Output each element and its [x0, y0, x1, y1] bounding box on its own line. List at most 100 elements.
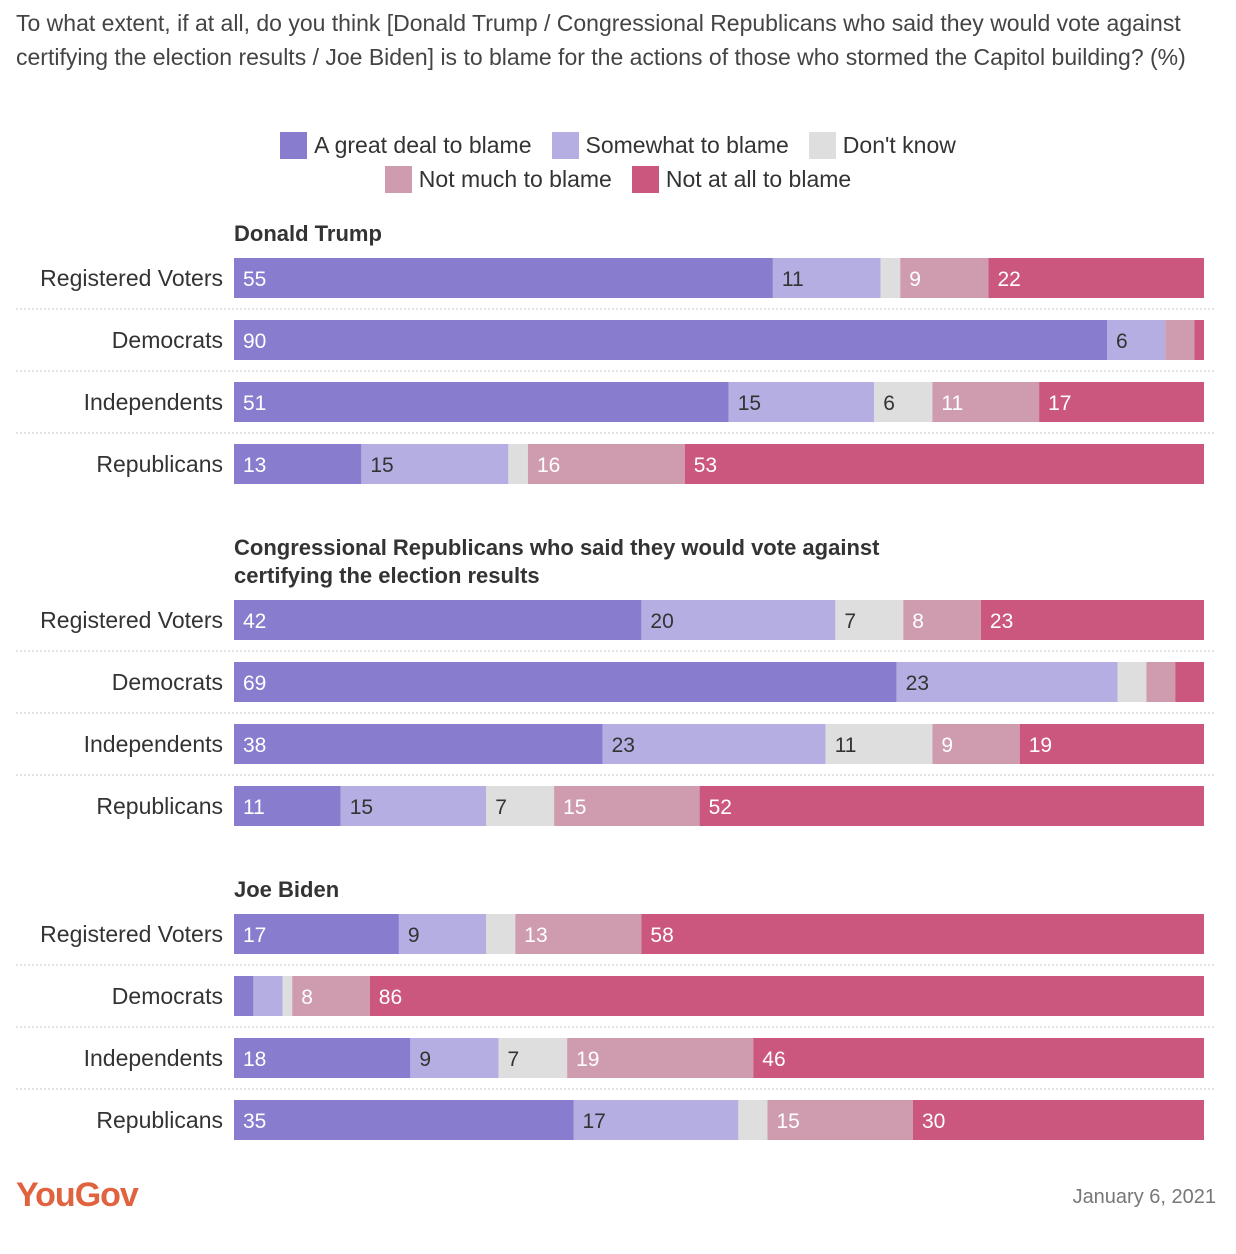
bar-segment-somewhat	[340, 786, 487, 826]
bar-segment-great-deal	[234, 600, 642, 640]
panel-2: Congressional Republicans who said they …	[16, 535, 1214, 826]
bar-segment-dont-know	[282, 976, 293, 1016]
bar-segment-great-deal	[234, 258, 773, 298]
bar-segment-dont-know	[486, 786, 555, 826]
bar-segment-not-much	[767, 1100, 913, 1140]
row-label: Democrats	[112, 669, 223, 695]
bar-segment-somewhat	[728, 382, 875, 422]
bar-segment-dont-know	[825, 724, 933, 764]
bar-segment-not-at-all	[684, 444, 1204, 484]
data-label: 13	[524, 924, 547, 947]
legend-row-2: Not much to blame Not at all to blame	[0, 162, 1236, 196]
bar-segment-not-at-all	[1194, 320, 1204, 360]
row-label: Registered Voters	[40, 921, 223, 947]
panel-title: Congressional Republicans who said they …	[234, 535, 880, 588]
panel-title: Donald Trump	[234, 221, 382, 246]
data-label: 35	[243, 1110, 266, 1133]
data-label: 58	[650, 924, 673, 947]
legend-item-not-much: Not much to blame	[384, 165, 612, 193]
data-label: 11	[782, 268, 804, 291]
bar-segment-dont-know	[835, 600, 904, 640]
bar-segment-great-deal	[234, 1100, 574, 1140]
data-label: 30	[922, 1110, 945, 1133]
legend-label-somewhat: Somewhat to blame	[585, 131, 789, 158]
bar-segment-not-at-all	[988, 258, 1204, 298]
legend: A great deal to blame Somewhat to blame …	[0, 128, 1236, 196]
legend-item-somewhat: Somewhat to blame	[551, 131, 789, 159]
data-label: 51	[243, 392, 266, 415]
bar-segment-great-deal	[234, 662, 897, 702]
data-label: 20	[650, 610, 673, 633]
data-label: 19	[576, 1048, 599, 1071]
row-label: Republicans	[96, 1107, 223, 1133]
legend-label-not-much: Not much to blame	[418, 165, 612, 192]
data-label: 17	[1048, 392, 1071, 415]
legend-item-not-at-all: Not at all to blame	[631, 165, 852, 193]
bar-segment-somewhat	[772, 258, 881, 298]
bar-segment-not-much	[292, 976, 370, 1016]
bar-segment-not-at-all	[369, 976, 1204, 1016]
legend-swatch-great-deal	[280, 131, 308, 159]
data-label: 9	[909, 268, 921, 291]
bar-segment-somewhat	[573, 1100, 739, 1140]
row-label: Democrats	[112, 327, 223, 353]
bar-segment-great-deal	[234, 786, 341, 826]
data-label: 11	[243, 796, 265, 819]
data-label: 6	[1116, 330, 1128, 353]
bar-segment-not-much	[900, 258, 989, 298]
stacked-bar-chart: Donald Trump Registered Voters 55 11 9 22 Demo…	[16, 221, 1214, 1140]
data-label: 17	[583, 1110, 606, 1133]
legend-label-dont-know: Don't know	[842, 131, 956, 158]
bar-segment-not-at-all	[641, 914, 1204, 954]
data-label: 13	[243, 454, 266, 477]
bar-segment-dont-know	[1117, 662, 1147, 702]
bar-segment-not-much	[1146, 662, 1176, 702]
bar-segment-not-much	[515, 914, 642, 954]
bar-segment-great-deal	[234, 724, 603, 764]
data-label: 46	[762, 1048, 785, 1071]
data-label: 23	[906, 672, 929, 695]
panel-1: Donald Trump Registered Voters 55 11 9 22 Demo…	[16, 221, 1214, 484]
data-label: 8	[301, 986, 313, 1009]
bar-segment-dont-know	[486, 914, 516, 954]
row-label: Democrats	[112, 983, 223, 1009]
bar-segment-dont-know	[508, 444, 528, 484]
bar-segment-somewhat	[641, 600, 836, 640]
bar-segment-somewhat	[602, 724, 826, 764]
bar-segment-great-deal	[234, 444, 362, 484]
data-label: 9	[419, 1048, 431, 1071]
bar-segment-dont-know	[874, 382, 933, 422]
data-label: 15	[350, 796, 373, 819]
bar-segment-not-at-all	[1019, 724, 1204, 764]
legend-swatch-dont-know	[808, 131, 836, 159]
row-label: Republicans	[96, 793, 223, 819]
bar-segment-not-much	[903, 600, 981, 640]
chart-question: To what extent, if at all, do you think …	[16, 10, 1186, 70]
legend-label-not-at-all: Not at all to blame	[665, 165, 852, 192]
bar-segment-not-much	[567, 1038, 754, 1078]
legend-swatch-not-at-all	[631, 165, 659, 193]
data-label: 16	[537, 454, 560, 477]
data-label: 19	[1029, 734, 1052, 757]
row-label: Independents	[84, 731, 223, 757]
bar-segment-not-at-all	[699, 786, 1204, 826]
bar-segment-dont-know	[880, 258, 901, 298]
data-label: 69	[243, 672, 266, 695]
legend-item-dont-know: Don't know	[808, 131, 956, 159]
data-label: 15	[777, 1110, 800, 1133]
data-label: 15	[738, 392, 761, 415]
bar-segment-not-at-all	[913, 1100, 1204, 1140]
bar-segment-great-deal	[234, 382, 729, 422]
data-label: 11	[835, 734, 857, 757]
row-label: Registered Voters	[40, 607, 223, 633]
bar-segment-great-deal	[234, 320, 1107, 360]
data-label: 52	[709, 796, 732, 819]
bar-segment-not-at-all	[1175, 662, 1204, 702]
data-label: 55	[243, 268, 266, 291]
bar-segment-dont-know	[498, 1038, 568, 1078]
panel-title-line: certifying the election results	[234, 563, 540, 588]
publication-date: January 6, 2021	[1072, 1186, 1216, 1208]
data-label: 17	[243, 924, 266, 947]
data-label: 38	[243, 734, 266, 757]
bar-segment-dont-know	[738, 1100, 768, 1140]
